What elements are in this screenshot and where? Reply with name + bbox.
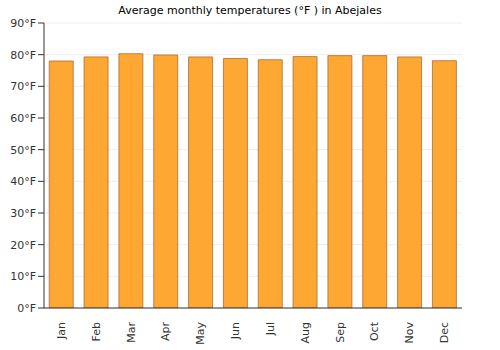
svg-text:50°F: 50°F xyxy=(10,144,36,157)
svg-text:Sep: Sep xyxy=(334,322,347,343)
svg-text:90°F: 90°F xyxy=(10,17,36,30)
svg-text:Aug: Aug xyxy=(299,322,312,343)
svg-text:60°F: 60°F xyxy=(10,112,36,125)
svg-text:30°F: 30°F xyxy=(10,207,36,220)
svg-text:Jul: Jul xyxy=(264,322,277,336)
svg-text:May: May xyxy=(194,322,207,345)
svg-text:Oct: Oct xyxy=(368,321,381,341)
svg-text:Jan: Jan xyxy=(55,322,68,340)
svg-text:Mar: Mar xyxy=(125,322,138,343)
svg-text:10°F: 10°F xyxy=(10,270,36,283)
svg-text:Feb: Feb xyxy=(90,322,103,341)
svg-text:Nov: Nov xyxy=(403,322,416,344)
svg-text:Apr: Apr xyxy=(159,322,172,342)
svg-text:0°F: 0°F xyxy=(17,302,36,315)
svg-text:Dec: Dec xyxy=(438,322,451,343)
svg-text:Jun: Jun xyxy=(229,322,242,340)
svg-text:70°F: 70°F xyxy=(10,80,36,93)
html-text:Average monthly temperatures (: Average monthly temperatures (°F ) in Ab… xyxy=(118,4,382,17)
svg-text:80°F: 80°F xyxy=(10,49,36,62)
svg-text:20°F: 20°F xyxy=(10,239,36,252)
svg-text:40°F: 40°F xyxy=(10,175,36,188)
